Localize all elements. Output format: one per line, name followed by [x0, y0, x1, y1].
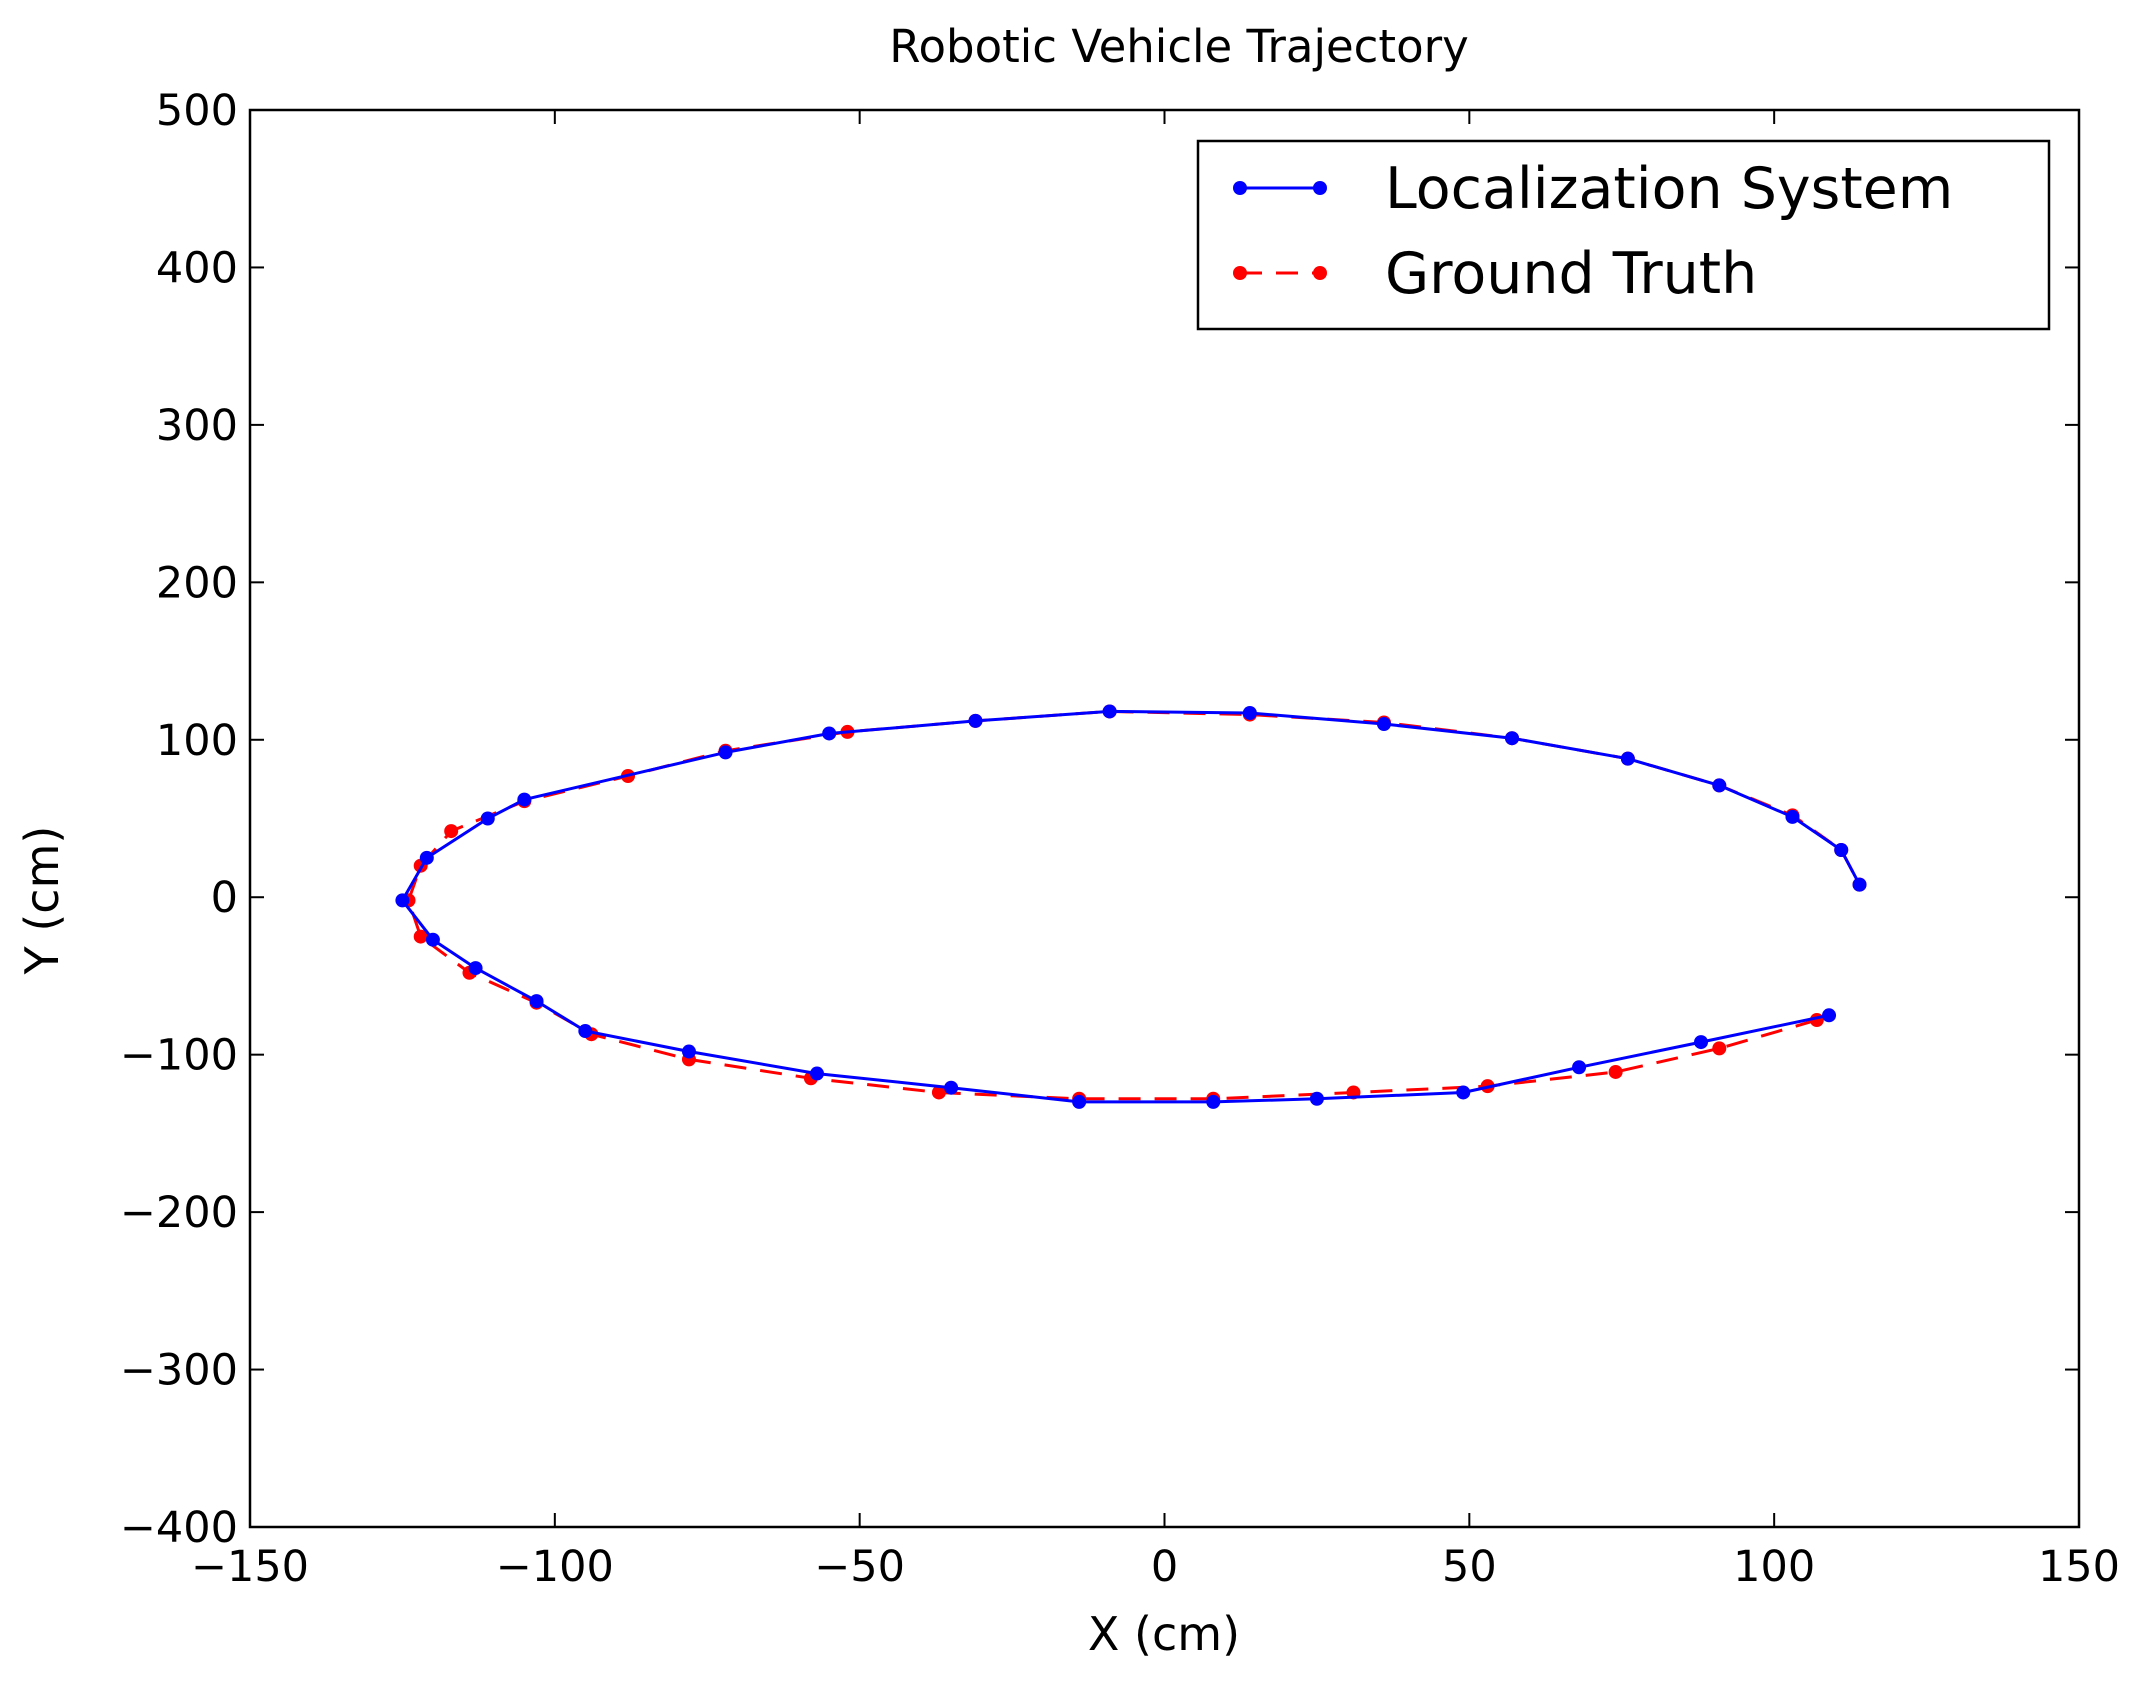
data-point [1852, 877, 1867, 892]
y-tick-label: 200 [156, 558, 238, 608]
series-line [400, 709, 1861, 1104]
data-point [1785, 809, 1800, 824]
data-point [1456, 1085, 1471, 1100]
legend-label: Localization System [1385, 156, 1953, 222]
data-point [1505, 731, 1520, 746]
legend-marker [1233, 181, 1247, 195]
x-tick-label: −100 [496, 1542, 614, 1592]
data-point [931, 1085, 946, 1100]
legend-label: Ground Truth [1385, 241, 1757, 307]
x-tick-label: −50 [814, 1542, 905, 1592]
data-point [944, 1080, 959, 1095]
y-tick-label: −100 [120, 1031, 238, 1081]
data-point [480, 811, 495, 826]
y-tick-label: 400 [156, 243, 238, 293]
x-axis-label: X (cm) [1088, 1607, 1240, 1661]
legend-box [1196, 139, 2051, 331]
data-point [1620, 751, 1635, 766]
x-tick-label: 50 [1442, 1542, 1497, 1592]
data-point [1712, 778, 1727, 793]
data-point [1608, 1064, 1623, 1079]
data-point [444, 824, 459, 839]
x-tick-label: 0 [1151, 1542, 1178, 1592]
y-tick-label: 300 [156, 401, 238, 451]
x-tick-label: −150 [191, 1542, 309, 1592]
y-tick-label: −400 [120, 1503, 238, 1553]
data-point [968, 713, 983, 728]
x-tick-label: 150 [2038, 1542, 2120, 1592]
data-point [1834, 842, 1849, 857]
series-localization-system [395, 704, 1867, 1109]
data-point [1072, 1094, 1087, 1109]
legend: Localization System Ground Truth [1196, 139, 2051, 331]
data-point [1242, 706, 1257, 721]
y-axis-label: Y (cm) [15, 826, 69, 976]
data-point [578, 1024, 593, 1039]
data-point [395, 893, 410, 908]
data-point [1206, 1094, 1221, 1109]
data-point [517, 792, 532, 807]
data-point [468, 961, 483, 976]
data-point [1376, 717, 1391, 732]
data-point [718, 745, 733, 760]
y-tick-label: −200 [120, 1188, 238, 1238]
data-point [529, 994, 544, 1009]
data-point [425, 932, 440, 947]
y-tick-label: 100 [156, 716, 238, 766]
y-tick-label: 500 [156, 86, 238, 136]
chart-title: Robotic Vehicle Trajectory [889, 20, 1469, 73]
data-point [1309, 1091, 1324, 1106]
y-tick-label: −300 [120, 1346, 238, 1396]
legend-marker [1313, 266, 1327, 280]
axis-ticks: −150 −100 −50 0 50 100 150 −400 −300 −200 −100 0 100… [120, 86, 2120, 1592]
x-tick-label: 100 [1733, 1542, 1815, 1592]
data-point [1712, 1041, 1727, 1056]
y-tick-label: 0 [211, 873, 238, 923]
data-point [1572, 1060, 1587, 1075]
plot-marks [395, 704, 1867, 1109]
data-point [1694, 1035, 1709, 1050]
legend-marker [1233, 266, 1247, 280]
data-point [822, 726, 837, 741]
data-point [1822, 1008, 1837, 1023]
data-point [419, 850, 434, 865]
data-point [413, 929, 428, 944]
data-point [809, 1066, 824, 1081]
data-point [681, 1044, 696, 1059]
data-point [1102, 704, 1117, 719]
legend-marker [1313, 181, 1327, 195]
